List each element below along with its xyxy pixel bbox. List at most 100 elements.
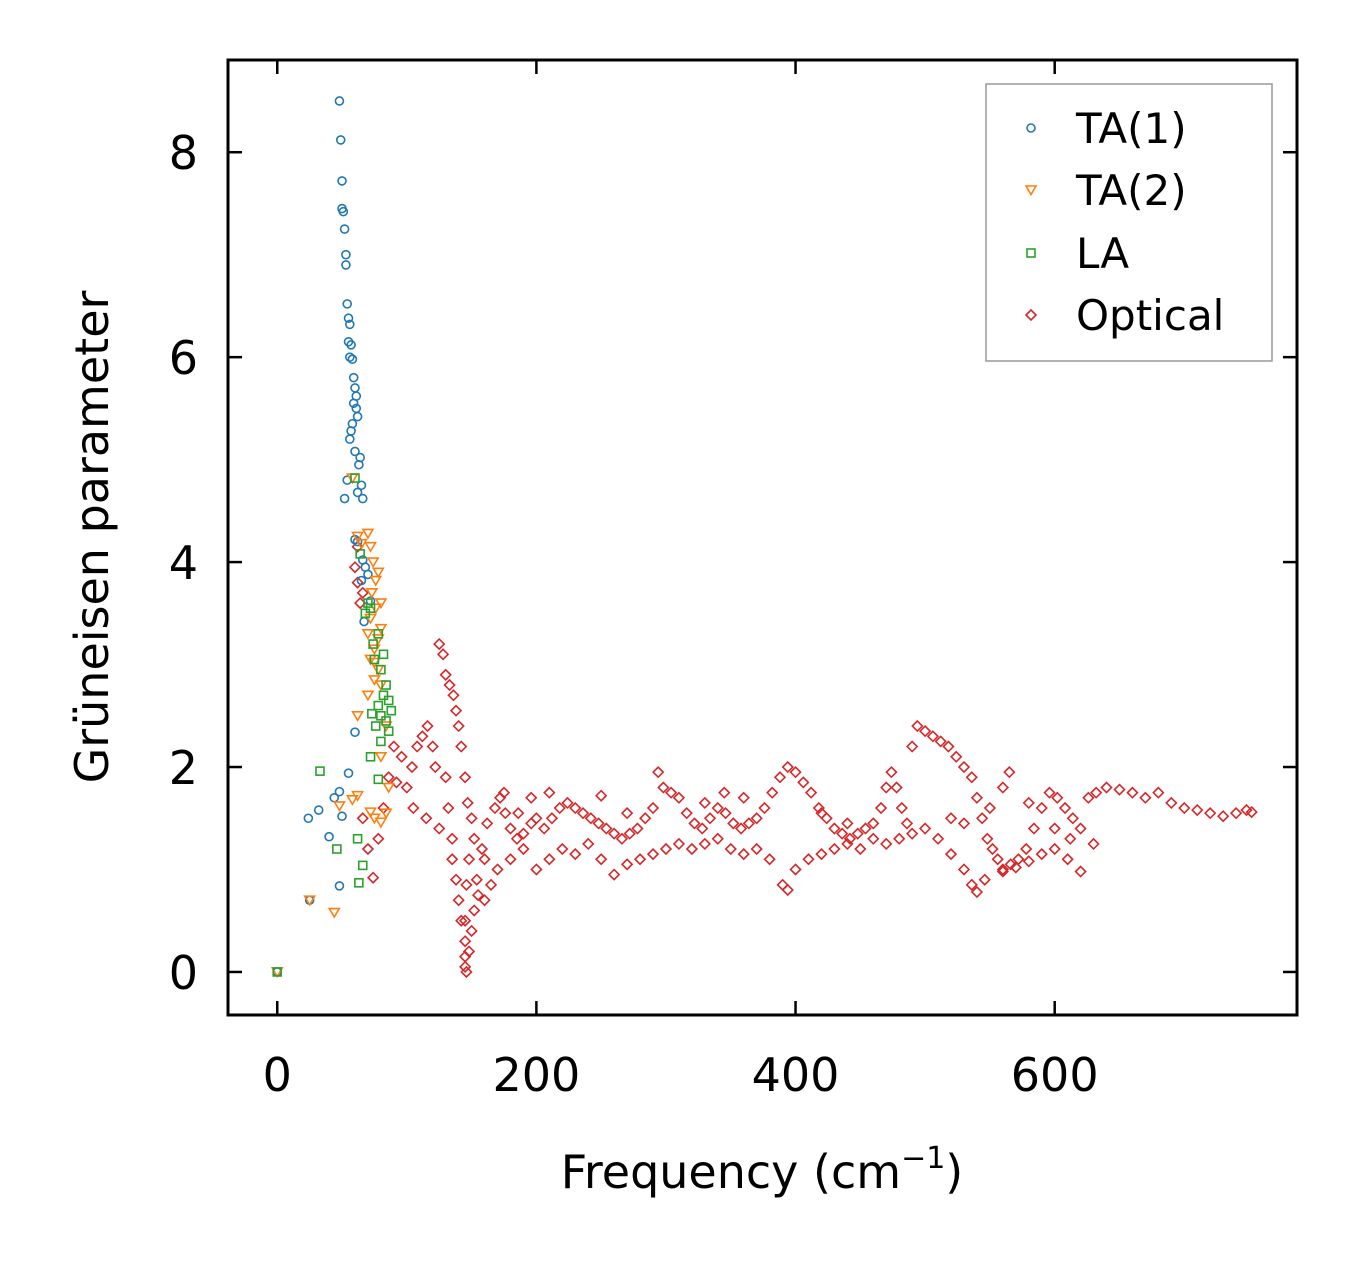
data-point-ta1 <box>324 831 334 842</box>
data-point-optical <box>372 832 385 845</box>
data-point-optical <box>657 781 670 794</box>
data-point-optical <box>885 766 898 779</box>
data-point-optical <box>452 719 465 733</box>
data-point-optical <box>911 719 924 733</box>
data-point-optical <box>742 817 756 830</box>
data-point-optical <box>1043 786 1056 799</box>
x-axis-label: Frequency (cm−1) <box>561 1141 964 1199</box>
data-point-optical <box>812 801 825 815</box>
data-point-ta1 <box>341 260 351 270</box>
legend-label-ta1: TA(1) <box>1075 104 1187 153</box>
data-point-optical <box>944 847 958 861</box>
data-point-ta1 <box>363 569 373 580</box>
data-point-optical <box>481 817 494 830</box>
data-point-ta1 <box>346 340 356 350</box>
data-point-optical <box>449 704 463 717</box>
data-point-optical <box>815 807 828 820</box>
data-point-ta2 <box>368 675 381 687</box>
x-axis-label-close: ) <box>945 1145 963 1199</box>
data-point-optical <box>978 873 991 886</box>
data-point-ta2 <box>371 567 385 579</box>
data-point-optical <box>462 853 476 866</box>
y-tick-label: 2 <box>169 741 198 795</box>
data-point-ta2 <box>361 690 375 702</box>
data-point-optical <box>1090 786 1103 799</box>
data-point-optical <box>447 689 460 702</box>
data-point-optical <box>1139 791 1152 804</box>
data-point-optical <box>458 914 472 927</box>
data-point-la <box>373 700 384 711</box>
data-point-la <box>383 695 394 706</box>
data-point-la <box>370 721 381 731</box>
data-point-optical <box>600 822 613 835</box>
data-point-optical <box>595 789 608 802</box>
data-point-la <box>376 736 386 747</box>
data-point-optical <box>737 791 750 804</box>
data-point-ta1 <box>338 206 349 217</box>
data-point-optical <box>797 776 810 789</box>
data-point-ta2 <box>364 613 377 625</box>
data-point-optical <box>525 791 538 804</box>
data-point-ta2 <box>366 557 380 569</box>
data-point-optical <box>874 801 888 815</box>
data-point-optical <box>836 827 849 840</box>
data-point-optical <box>608 827 621 840</box>
data-point-optical <box>890 781 903 794</box>
data-point-optical <box>906 827 919 840</box>
data-point-optical <box>351 540 364 553</box>
data-point-optical <box>942 740 955 753</box>
data-point-optical <box>361 842 375 856</box>
data-point-ta2 <box>379 721 393 733</box>
data-point-optical <box>957 863 971 876</box>
data-point-optical <box>1022 855 1035 868</box>
data-point-ta1 <box>313 805 324 815</box>
data-point-optical <box>462 945 476 958</box>
data-point-optical <box>446 832 459 845</box>
data-point-optical <box>688 817 701 830</box>
x-axis-label-exponent: −1 <box>901 1141 945 1176</box>
data-point-ta2 <box>355 538 368 550</box>
data-point-optical <box>510 832 524 845</box>
data-point-optical <box>703 812 717 825</box>
data-point-optical <box>491 863 504 876</box>
data-point-ta2 <box>345 795 359 806</box>
data-point-optical <box>1048 822 1061 835</box>
data-point-optical <box>724 842 737 856</box>
y-tick-label: 4 <box>169 536 198 590</box>
data-point-optical <box>1113 783 1126 796</box>
data-point-optical <box>382 771 395 784</box>
data-point-optical <box>950 750 963 763</box>
data-point-optical <box>499 807 512 820</box>
data-point-optical <box>442 801 455 815</box>
data-point-optical <box>1022 796 1035 810</box>
data-point-optical <box>698 837 711 851</box>
data-point-optical <box>970 885 984 899</box>
data-point-optical <box>1074 865 1087 878</box>
data-point-optical <box>711 801 724 815</box>
data-point-optical <box>1191 803 1204 817</box>
data-point-optical <box>718 786 731 799</box>
data-point-optical <box>1152 786 1165 799</box>
data-point-optical <box>1178 801 1191 815</box>
data-point-la <box>378 649 389 660</box>
data-point-optical <box>411 740 424 753</box>
data-point-optical <box>804 786 818 799</box>
legend-markers <box>1024 123 1038 322</box>
data-point-la <box>373 629 384 639</box>
data-point-optical <box>750 812 763 825</box>
data-point-optical <box>561 796 574 810</box>
data-point-optical <box>975 812 989 825</box>
data-point-optical <box>569 847 582 861</box>
data-point-optical <box>986 842 999 856</box>
data-point-optical <box>841 837 854 851</box>
data-point-optical <box>426 740 439 753</box>
data-point-optical <box>895 801 908 815</box>
data-point-optical <box>484 878 498 891</box>
data-point-optical <box>512 807 525 820</box>
data-point-optical <box>452 894 465 907</box>
data-point-optical <box>356 586 369 599</box>
data-point-optical <box>737 847 750 861</box>
data-point-ta2 <box>351 710 364 722</box>
data-point-optical <box>1004 858 1017 871</box>
data-point-optical <box>595 853 608 866</box>
